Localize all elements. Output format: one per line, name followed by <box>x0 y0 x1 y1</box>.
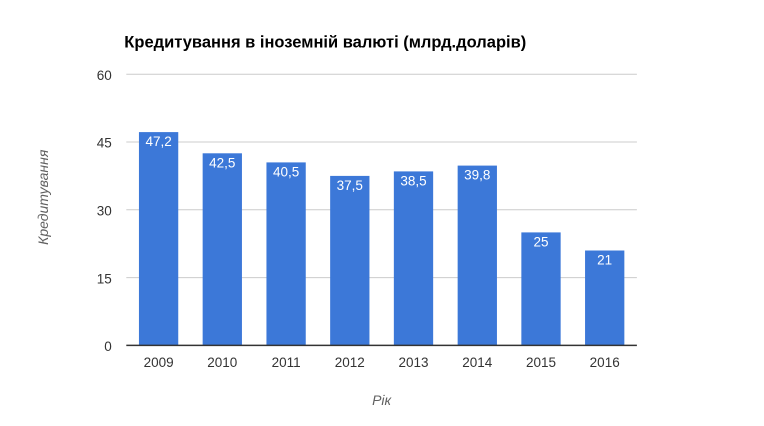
svg-text:38,5: 38,5 <box>400 173 426 188</box>
svg-text:2011: 2011 <box>272 355 301 370</box>
svg-text:39,8: 39,8 <box>464 168 490 183</box>
svg-text:Кредитування: Кредитування <box>35 149 51 245</box>
svg-text:2016: 2016 <box>590 355 620 370</box>
svg-text:2015: 2015 <box>526 355 556 370</box>
svg-text:37,5: 37,5 <box>337 178 363 193</box>
svg-text:25: 25 <box>533 234 548 249</box>
svg-text:21: 21 <box>597 253 612 268</box>
svg-text:0: 0 <box>104 339 112 354</box>
svg-text:60: 60 <box>97 68 112 83</box>
svg-text:Кредитування в іноземній валют: Кредитування в іноземній валюті (млрд.до… <box>124 34 526 52</box>
svg-text:Рік: Рік <box>372 392 392 408</box>
svg-text:45: 45 <box>97 136 112 151</box>
svg-text:42,5: 42,5 <box>209 155 235 170</box>
svg-text:2013: 2013 <box>398 355 428 370</box>
svg-text:30: 30 <box>97 204 112 219</box>
svg-text:2014: 2014 <box>462 355 493 370</box>
svg-text:15: 15 <box>97 271 112 286</box>
svg-text:2010: 2010 <box>207 355 237 370</box>
svg-text:2009: 2009 <box>144 355 174 370</box>
svg-text:2012: 2012 <box>335 355 365 370</box>
svg-text:47,2: 47,2 <box>145 134 171 149</box>
svg-text:40,5: 40,5 <box>273 164 299 179</box>
